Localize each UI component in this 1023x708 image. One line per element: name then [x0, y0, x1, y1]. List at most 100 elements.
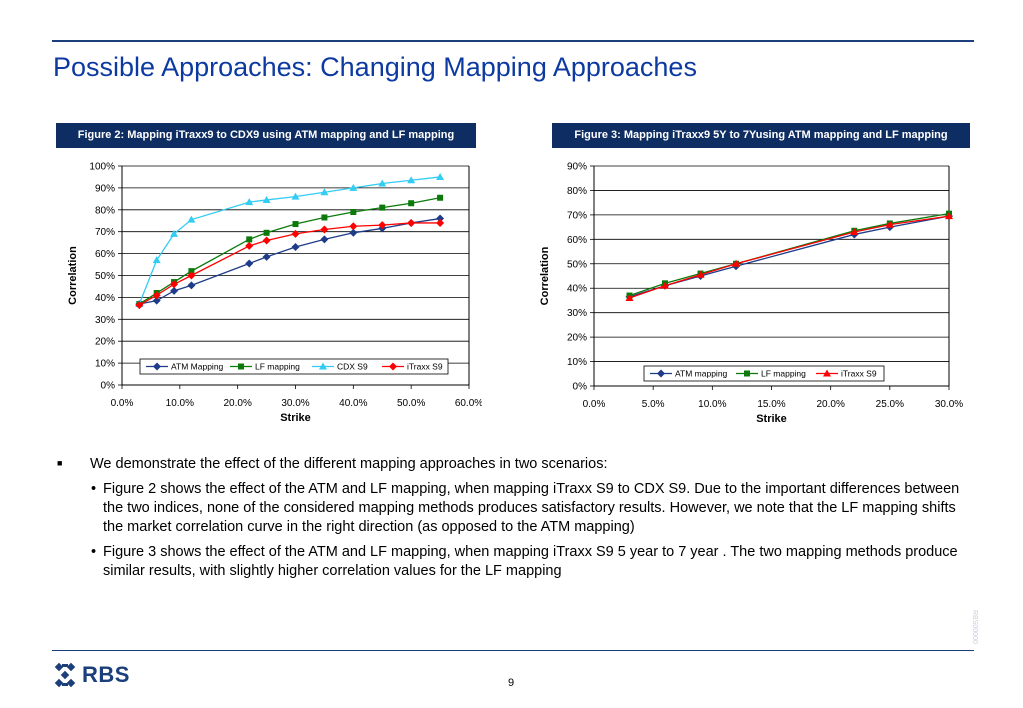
- y-tick-label: 100%: [89, 162, 115, 173]
- legend-marker: [744, 370, 750, 377]
- data-point: [436, 214, 445, 223]
- data-point: [321, 214, 328, 221]
- data-point: [245, 259, 254, 268]
- legend-label: LF mapping: [255, 362, 300, 372]
- series-atm-mapping: [625, 212, 953, 301]
- x-tick-label: 20.0%: [816, 399, 844, 410]
- bullet-sub-2-text: Figure 3 shows the effect of the ATM and…: [103, 544, 958, 579]
- y-axis-label: Correlation: [539, 246, 551, 305]
- y-tick-label: 50%: [567, 259, 587, 270]
- x-tick-label: 50.0%: [397, 398, 425, 409]
- series-line: [629, 215, 950, 298]
- data-point: [170, 280, 179, 289]
- x-axis-label: Strike: [280, 412, 311, 424]
- y-tick-label: 80%: [95, 205, 115, 216]
- y-tick-label: 0%: [573, 382, 588, 393]
- y-tick-label: 10%: [95, 359, 115, 370]
- y-tick-label: 40%: [567, 284, 587, 295]
- y-tick-label: 70%: [95, 227, 115, 238]
- legend: ATM mapping LF mapping iTraxx S9: [643, 365, 885, 382]
- legend-marker: [823, 369, 831, 377]
- x-tick-label: 40.0%: [339, 398, 367, 409]
- data-point: [135, 301, 144, 310]
- data-point: [320, 188, 329, 196]
- legend-label: iTraxx S9: [407, 362, 443, 372]
- x-tick-label: 30.0%: [281, 398, 309, 409]
- series-line: [139, 222, 441, 306]
- legend-marker: [238, 363, 244, 370]
- data-point: [262, 236, 271, 245]
- legend-marker: [657, 369, 665, 378]
- legend-label: LF mapping: [761, 369, 806, 379]
- data-point: [291, 229, 300, 238]
- series-lf-mapping: [626, 210, 952, 299]
- legend-box: [643, 365, 885, 382]
- legend-marker: [153, 362, 161, 371]
- side-code: RBS00000: [971, 610, 978, 644]
- series-line: [629, 215, 950, 299]
- x-tick-label: 20.0%: [223, 398, 251, 409]
- page-number: 9: [508, 677, 515, 689]
- series-atm-mapping: [135, 214, 445, 308]
- data-point: [625, 294, 634, 301]
- bullet-main: ■ We demonstrate the effect of the diffe…: [57, 455, 977, 474]
- y-tick-label: 70%: [567, 210, 587, 221]
- data-point: [262, 195, 271, 203]
- data-point: [349, 222, 358, 231]
- data-point: [262, 252, 271, 261]
- series-cdx-s9: [135, 172, 445, 307]
- data-point: [187, 281, 196, 290]
- rbs-logo: RBS: [52, 662, 130, 688]
- data-point: [152, 256, 161, 264]
- data-point: [885, 220, 894, 228]
- data-point: [152, 296, 161, 305]
- x-tick-label: 10.0%: [166, 398, 194, 409]
- data-point: [263, 229, 270, 236]
- data-point: [245, 241, 254, 250]
- x-tick-label: 0.0%: [111, 398, 134, 409]
- data-point: [349, 183, 358, 191]
- y-tick-label: 90%: [567, 162, 587, 173]
- data-point: [378, 179, 387, 187]
- series-itraxx-s9: [625, 212, 953, 301]
- legend-label: ATM Mapping: [171, 362, 224, 372]
- figure2-chart: 0% 10% 20% 30% 40% 50% 60% 70% 80% 90% 100% 0.0% 10.…: [67, 162, 482, 425]
- square-bullet-icon: ■: [57, 458, 63, 468]
- y-tick-label: 90%: [95, 183, 115, 194]
- data-point: [408, 200, 415, 207]
- x-tick-label: 30.0%: [935, 399, 963, 410]
- legend-marker: [319, 362, 327, 370]
- data-point: [437, 194, 444, 201]
- data-point: [378, 221, 387, 230]
- data-point: [407, 176, 416, 184]
- data-point: [320, 225, 329, 234]
- data-point: [187, 271, 196, 280]
- data-point: [732, 259, 740, 267]
- data-point: [170, 286, 179, 295]
- legend-label: ATM mapping: [675, 369, 728, 379]
- data-point: [187, 215, 196, 223]
- y-tick-label: 20%: [567, 333, 587, 344]
- series-line: [138, 176, 441, 305]
- x-tick-label: 60.0%: [455, 398, 482, 409]
- x-tick-label: 25.0%: [876, 399, 904, 410]
- data-point: [379, 204, 386, 211]
- bullet-list: ■ We demonstrate the effect of the diffe…: [57, 455, 977, 587]
- y-tick-label: 60%: [95, 249, 115, 260]
- data-point: [696, 270, 705, 278]
- top-rule: [52, 40, 974, 42]
- figure2-header: Figure 2: Mapping iTraxx9 to CDX9 using …: [56, 123, 476, 148]
- data-point: [246, 236, 253, 243]
- bullet-sub-1-text: Figure 2 shows the effect of the ATM and…: [103, 481, 960, 535]
- legend: ATM Mapping LF mapping CDX S9 iTraxx S9: [139, 358, 449, 375]
- y-tick-label: 80%: [567, 186, 587, 197]
- data-point: [291, 243, 300, 252]
- data-point: [245, 198, 254, 206]
- data-point: [320, 235, 329, 244]
- legend-box: [139, 358, 449, 375]
- y-tick-label: 30%: [95, 315, 115, 326]
- y-tick-label: 40%: [95, 293, 115, 304]
- data-point: [350, 208, 357, 215]
- page-title: Possible Approaches: Changing Mapping Ap…: [53, 52, 697, 82]
- data-point: [292, 221, 299, 228]
